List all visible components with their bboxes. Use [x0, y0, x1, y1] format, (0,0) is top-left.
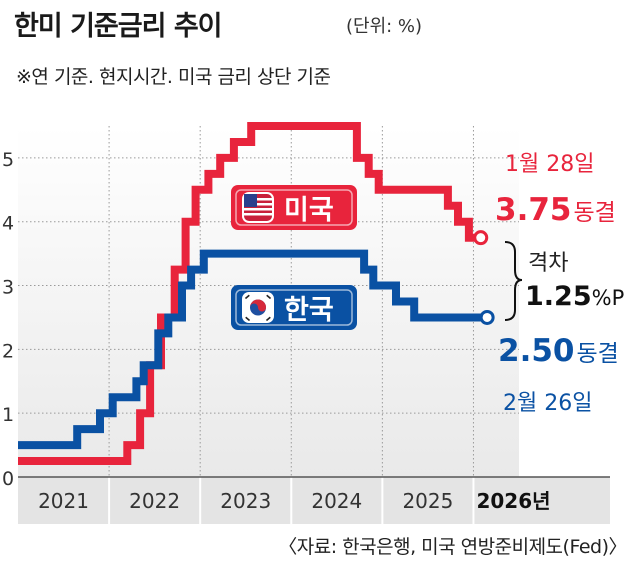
svg-text:한국: 한국 — [284, 295, 334, 326]
us-end-date: 1월 28일 — [505, 152, 594, 177]
gap-label: 격차 — [528, 251, 568, 276]
y-tick-label: 4 — [2, 213, 14, 235]
gap-bracket — [504, 241, 523, 321]
us-rate-line — [18, 122, 481, 465]
kr-end-date: 2월 26일 — [503, 391, 592, 416]
x-tick-label: 2022 — [129, 489, 180, 513]
kr-end-label: 2.50동결 — [498, 333, 619, 369]
gap-value: 1.25%P — [525, 281, 624, 312]
unit-label: (단위: %) — [346, 16, 423, 37]
y-tick-label: 1 — [2, 404, 14, 426]
y-tick-label: 2 — [2, 340, 14, 362]
page-title: 한미 기준금리 추이 — [14, 11, 223, 42]
svg-text:미국: 미국 — [284, 195, 334, 226]
us-series-label: 미국 — [231, 185, 357, 230]
source-note: 〈자료: 한국은행, 미국 연방준비제도(Fed)〉 — [278, 536, 627, 558]
x-axis-band — [18, 477, 610, 524]
us-flag-icon — [242, 192, 274, 223]
x-tick-label: 2021 — [38, 489, 89, 513]
us-end-marker — [473, 230, 489, 246]
kr-series-label: 한국 — [231, 285, 357, 330]
subtitle: ※연 기준. 현지시간. 미국 금리 상단 기준 — [16, 66, 331, 88]
x-tick-label: 2025 — [402, 489, 453, 513]
us-end-label: 3.75동결 — [495, 192, 616, 228]
x-tick-label: 2024 — [311, 489, 362, 513]
kr-rate-line — [18, 249, 488, 450]
y-tick-label: 0 — [2, 468, 14, 490]
x-tick-label: 2026년 — [476, 489, 550, 513]
y-tick-label: 5 — [2, 149, 14, 171]
y-tick-label: 3 — [2, 277, 14, 299]
x-tick-label: 2023 — [220, 489, 271, 513]
kr-flag-icon — [242, 292, 274, 323]
kr-end-marker — [479, 309, 495, 325]
